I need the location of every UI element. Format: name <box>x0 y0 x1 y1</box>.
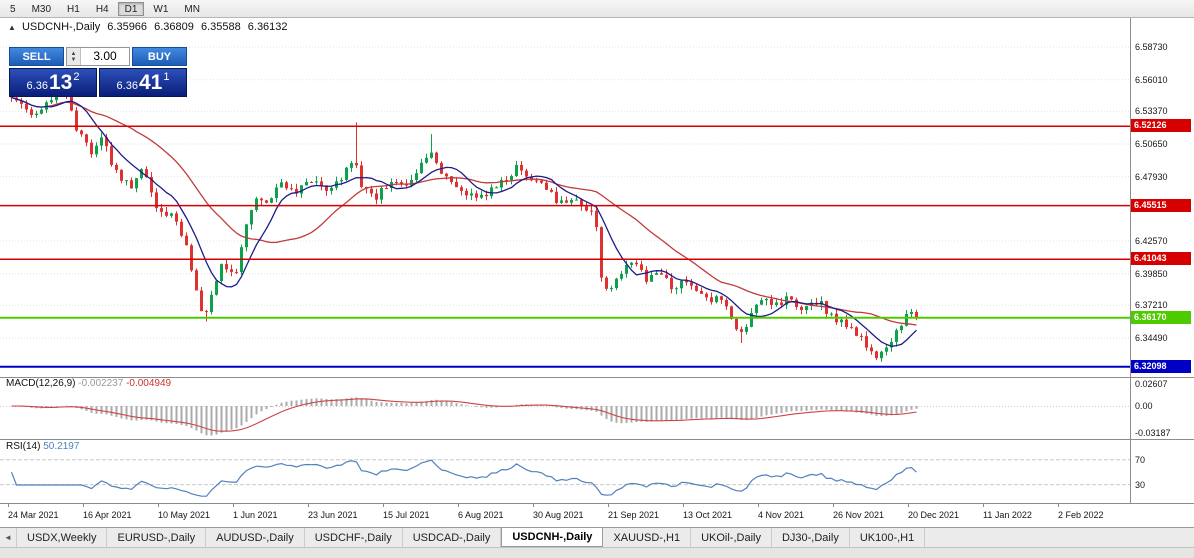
sell-price-display[interactable]: 6.36 13 2 <box>9 68 97 97</box>
tab-usdx-weekly[interactable]: USDX,Weekly <box>17 528 108 547</box>
time-axis[interactable] <box>0 503 1130 527</box>
macd-signal-value: -0.004949 <box>126 378 172 389</box>
tab-eurusd-daily[interactable]: EURUSD-,Daily <box>107 528 207 547</box>
tab-ukoil-daily[interactable]: UKOil-,Daily <box>691 528 772 547</box>
ohlc-open: 6.35966 <box>107 21 148 33</box>
ma-layer <box>11 96 917 347</box>
tf-button-h1[interactable]: H1 <box>60 2 87 16</box>
rsi-label: RSI(14) 50.2197 <box>6 441 79 452</box>
levels-layer <box>0 125 1130 368</box>
tab-xauusd-h1[interactable]: XAUUSD-,H1 <box>603 528 692 547</box>
chart-area: 6.58730 6.56010 6.53370 6.50650 6.47930 6.425… <box>0 18 1194 527</box>
rsi-value: 50.2197 <box>43 441 80 452</box>
tf-button-mn[interactable]: MN <box>177 2 207 16</box>
tf-button-d1[interactable]: D1 <box>117 1 145 16</box>
timeframe-toolbar: 5 M30 H1 H4 D1 W1 MN <box>0 0 1194 18</box>
tf-button-w1[interactable]: W1 <box>146 2 175 16</box>
tab-uk100-h1[interactable]: UK100-,H1 <box>850 528 926 547</box>
buy-price-display[interactable]: 6.36 41 1 <box>99 68 187 97</box>
volume-field[interactable]: ▲ ▼ 3.00 <box>66 47 130 66</box>
macd-name: MACD(12,26,9) <box>6 378 76 389</box>
tab-dj30-daily[interactable]: DJ30-,Daily <box>772 528 850 547</box>
symbol-period-label: USDCNH-,Daily <box>21 21 101 33</box>
tab-usdcad-daily[interactable]: USDCAD-,Daily <box>403 528 502 547</box>
chart-title: ▲ USDCNH-,Daily 6.35966 6.36809 6.35588 … <box>8 21 292 33</box>
grid-layer <box>0 18 1194 507</box>
candles-layer <box>10 76 918 362</box>
trade-panel-collapse-icon[interactable]: ▲ <box>8 23 16 32</box>
tab-usdchf-daily[interactable]: USDCHF-,Daily <box>305 528 403 547</box>
sell-price-small: 6.36 <box>26 80 48 92</box>
ohlc-close: 6.36132 <box>247 21 288 33</box>
tab-audusd-daily[interactable]: AUDUSD-,Daily <box>206 528 305 547</box>
tab-usdcnh-daily[interactable]: USDCNH-,Daily <box>501 528 604 547</box>
macd-label: MACD(12,26,9) -0.002237 -0.004949 <box>6 378 171 389</box>
bottom-strip <box>0 547 1194 558</box>
tf-button-h4[interactable]: H4 <box>89 2 116 16</box>
tf-button-m30[interactable]: M30 <box>25 2 58 16</box>
rsi-layer <box>0 459 1130 497</box>
sell-price-sup: 2 <box>73 71 80 83</box>
one-click-trading-panel: SELL ▲ ▼ 3.00 BUY 6.36 13 2 6.36 41 1 <box>9 47 187 97</box>
chart-tab-bar: ◄ USDX,Weekly EURUSD-,Daily AUDUSD-,Daily US… <box>0 527 1194 547</box>
spinner-up-icon[interactable]: ▲ <box>70 50 77 57</box>
ohlc-high: 6.36809 <box>154 21 194 33</box>
buy-button[interactable]: BUY <box>132 47 187 66</box>
macd-layer <box>0 397 1130 436</box>
sell-price-big: 13 <box>48 71 73 94</box>
volume-spinner[interactable]: ▲ ▼ <box>67 48 81 65</box>
rsi-name: RSI(14) <box>6 441 41 452</box>
macd-value: -0.002237 <box>78 378 124 389</box>
buy-price-small: 6.36 <box>116 80 138 92</box>
buy-price-sup: 1 <box>163 71 170 83</box>
tabs-scroll-left-icon[interactable]: ◄ <box>0 528 17 547</box>
spinner-down-icon[interactable]: ▼ <box>70 56 77 63</box>
ohlc-low: 6.35588 <box>200 21 241 33</box>
volume-value[interactable]: 3.00 <box>93 49 117 63</box>
price-axis[interactable] <box>1130 18 1194 503</box>
tf-button-5[interactable]: 5 <box>3 2 23 16</box>
chart-canvas[interactable] <box>0 18 1194 527</box>
sell-button[interactable]: SELL <box>9 47 64 66</box>
buy-price-big: 41 <box>138 71 163 94</box>
